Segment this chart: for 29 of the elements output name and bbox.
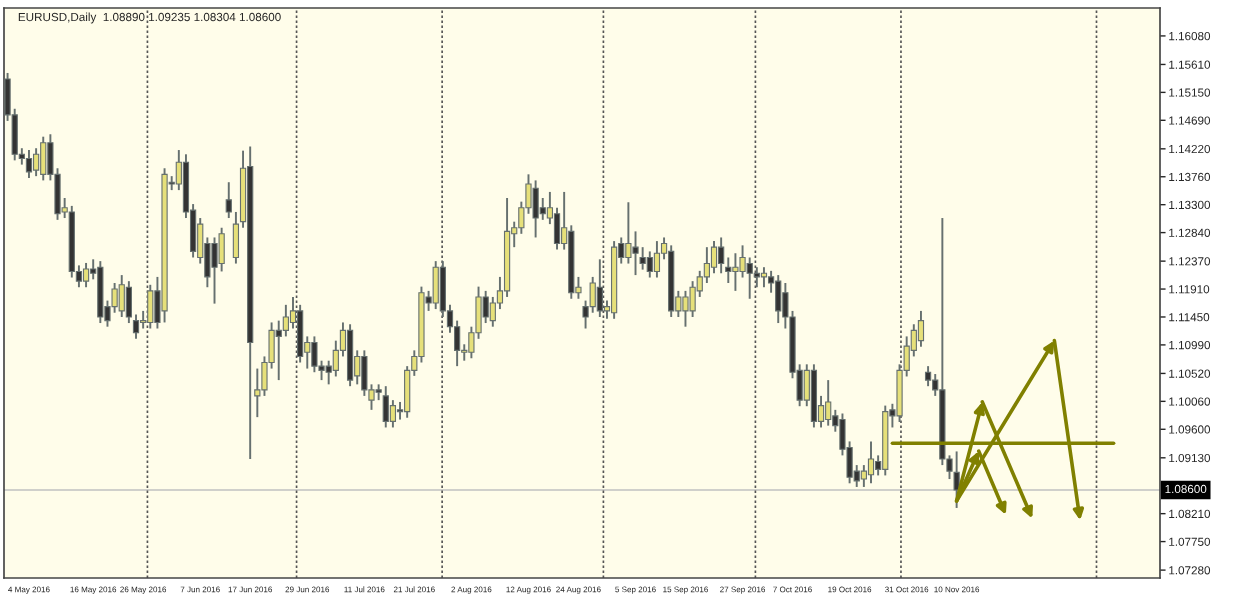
candlestick <box>760 266 768 289</box>
candlestick <box>825 379 832 427</box>
candlestick <box>82 261 90 289</box>
candlestick <box>432 260 439 311</box>
candlestick <box>297 303 304 364</box>
candlestick <box>211 236 218 305</box>
candlestick <box>682 289 689 328</box>
candlestick <box>924 365 932 388</box>
candlestick <box>718 236 725 275</box>
candlestick <box>311 335 318 374</box>
candlestick <box>532 179 539 239</box>
candlestick <box>653 240 661 279</box>
candlestick <box>147 283 154 330</box>
candlestick <box>917 309 925 348</box>
candlestick <box>646 250 653 279</box>
candlestick <box>382 385 389 429</box>
candlestick <box>632 230 639 277</box>
candlestick <box>732 252 739 292</box>
candlestick <box>775 274 782 325</box>
candlestick <box>953 450 960 509</box>
candlestick <box>710 240 718 275</box>
candlestick <box>867 440 875 485</box>
candlestick <box>389 399 397 429</box>
candlestick <box>25 149 33 179</box>
candlestick <box>596 258 603 318</box>
candlestick <box>118 274 125 318</box>
candlestick <box>40 135 47 182</box>
candlestick <box>32 147 40 178</box>
candlestick <box>482 289 489 325</box>
